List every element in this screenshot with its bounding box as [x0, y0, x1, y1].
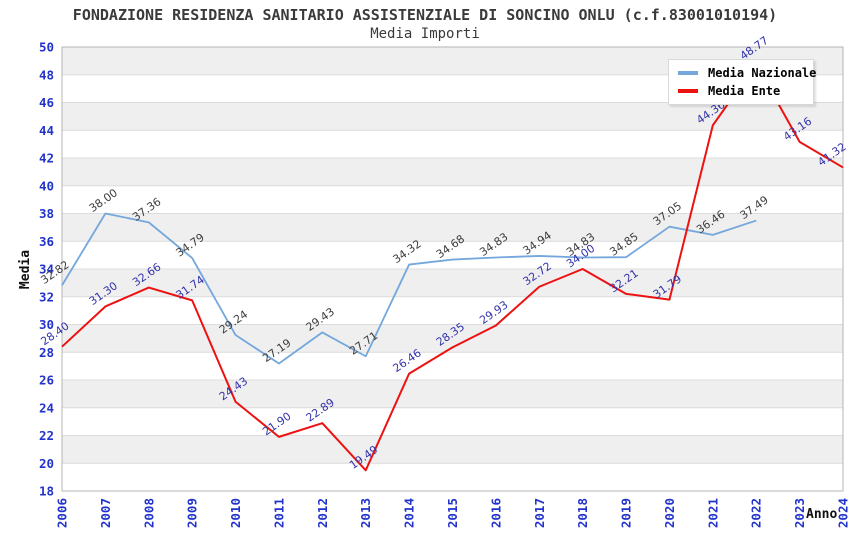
svg-text:28: 28 — [39, 345, 54, 360]
svg-text:2009: 2009 — [185, 498, 200, 528]
svg-text:44: 44 — [39, 123, 54, 138]
svg-text:2023: 2023 — [792, 498, 807, 528]
chart-subtitle: Media Importi — [370, 26, 480, 42]
svg-text:2021: 2021 — [705, 498, 720, 528]
svg-text:2014: 2014 — [402, 498, 417, 528]
svg-text:2010: 2010 — [228, 498, 243, 528]
svg-text:34: 34 — [39, 262, 54, 277]
svg-text:26: 26 — [39, 373, 54, 388]
svg-text:22: 22 — [39, 428, 54, 443]
media-nazionale-label: Media Nazionale — [708, 66, 817, 80]
svg-text:2011: 2011 — [271, 498, 286, 528]
svg-text:2022: 2022 — [749, 498, 764, 528]
svg-text:2020: 2020 — [662, 498, 677, 528]
svg-text:50: 50 — [39, 40, 54, 55]
media-ente-label: Media Ente — [708, 84, 781, 98]
svg-text:2007: 2007 — [98, 498, 113, 528]
x-axis-title: Anno — [806, 507, 838, 522]
media-nazionale-line-swatch — [678, 71, 698, 75]
svg-text:40: 40 — [39, 178, 54, 193]
svg-text:36: 36 — [39, 234, 54, 249]
legend-item-media-ente: Media Ente — [678, 82, 813, 100]
svg-text:2017: 2017 — [532, 498, 547, 528]
svg-text:18: 18 — [39, 484, 54, 499]
svg-text:2018: 2018 — [575, 498, 590, 528]
svg-text:2024: 2024 — [836, 498, 850, 528]
svg-text:32: 32 — [39, 289, 54, 304]
svg-text:24: 24 — [39, 400, 54, 415]
svg-text:2013: 2013 — [358, 498, 373, 528]
svg-text:48: 48 — [39, 67, 54, 82]
svg-text:30: 30 — [39, 317, 54, 332]
svg-text:2015: 2015 — [445, 498, 460, 528]
svg-text:46: 46 — [39, 95, 54, 110]
legend-item-media-nazionale: Media Nazionale — [678, 64, 817, 82]
svg-text:2016: 2016 — [488, 498, 503, 528]
legend: Media Nazionale Media Ente — [668, 59, 817, 105]
svg-text:2019: 2019 — [619, 498, 634, 528]
media-ente-line-swatch — [678, 89, 698, 93]
svg-text:42: 42 — [39, 151, 54, 166]
chart-title: FONDAZIONE RESIDENZA SANITARIO ASSISTENZ… — [72, 6, 778, 24]
svg-text:38: 38 — [39, 206, 54, 221]
svg-text:2012: 2012 — [315, 498, 330, 528]
svg-text:2006: 2006 — [55, 498, 70, 528]
svg-text:2008: 2008 — [141, 498, 156, 528]
svg-text:20: 20 — [39, 456, 54, 471]
